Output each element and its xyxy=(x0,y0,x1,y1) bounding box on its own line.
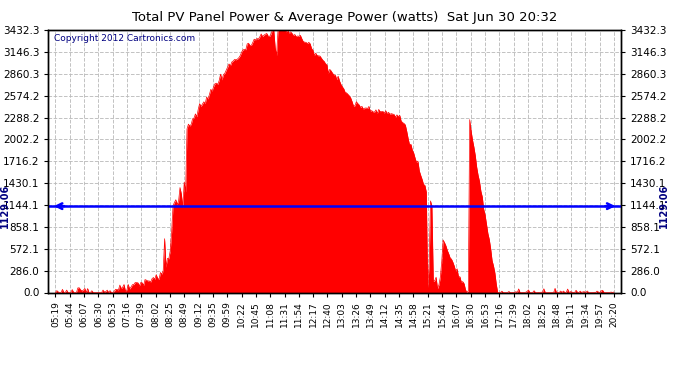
Text: Total PV Panel Power & Average Power (watts)  Sat Jun 30 20:32: Total PV Panel Power & Average Power (wa… xyxy=(132,11,558,24)
Text: 1129.06: 1129.06 xyxy=(659,184,669,228)
Text: Copyright 2012 Cartronics.com: Copyright 2012 Cartronics.com xyxy=(54,34,195,43)
Text: 1129.06: 1129.06 xyxy=(1,184,10,228)
